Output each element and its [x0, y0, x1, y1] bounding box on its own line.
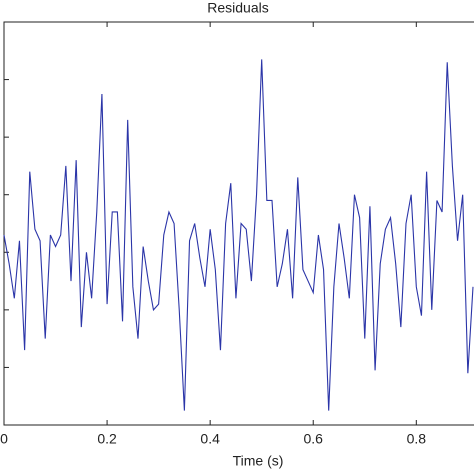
plot-frame — [3, 21, 474, 426]
x-tick-label: 0.4 — [200, 431, 220, 447]
x-tick-label: 0.2 — [97, 431, 117, 447]
chart-title: Residuals — [207, 0, 268, 16]
x-tick-label: 0.8 — [407, 431, 427, 447]
residual-line — [3, 59, 474, 411]
x-axis-label: Time (s) — [233, 453, 284, 469]
x-tick-label: 0 — [0, 431, 8, 447]
x-tick-label: 0.6 — [303, 431, 323, 447]
